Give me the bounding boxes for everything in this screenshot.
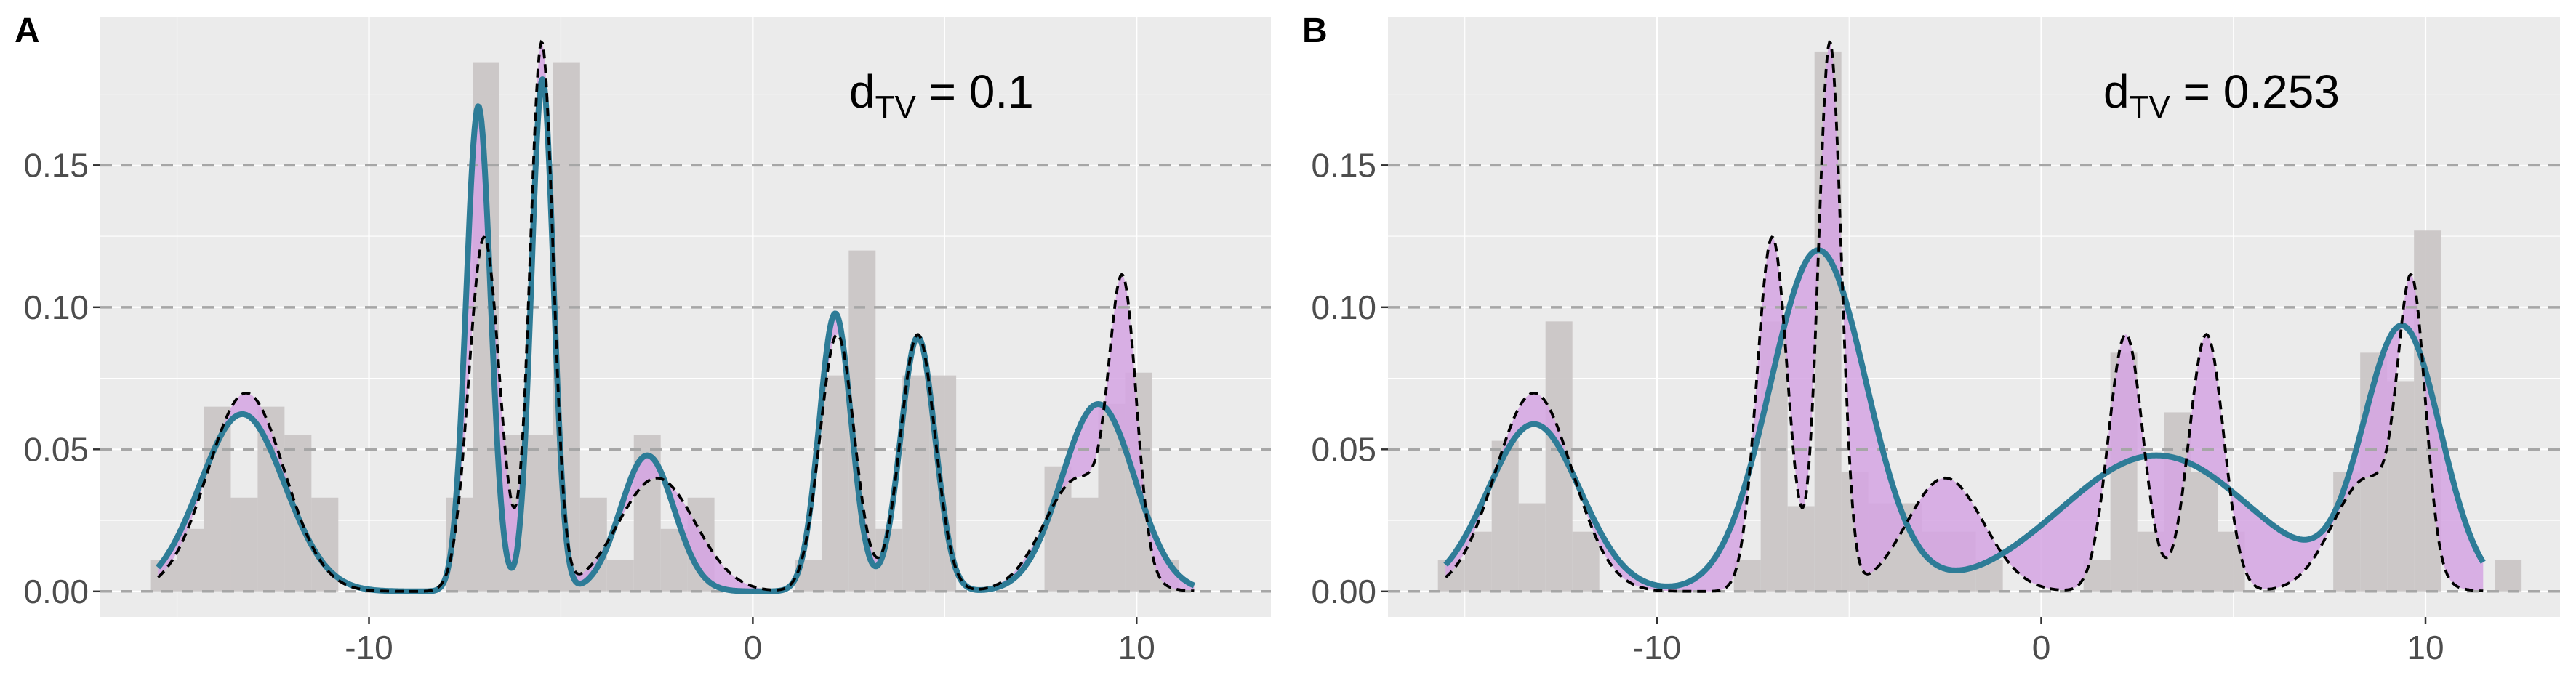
x-tick-label: -10: [1633, 629, 1681, 666]
panel-label: B: [1302, 12, 1328, 50]
histogram-bar: [902, 375, 930, 592]
panel-label: A: [15, 12, 40, 50]
y-tick-label: 0.10: [1311, 288, 1376, 326]
x-tick-label: 10: [1118, 629, 1155, 666]
y-tick-label: 0.15: [1311, 146, 1376, 184]
histogram-bar: [1572, 531, 1600, 592]
x-tick-label: 0: [744, 629, 763, 666]
tv-distance-annotation: dTV = 0.1: [849, 65, 1034, 125]
y-tick-label: 0.15: [23, 146, 89, 184]
y-tick-label: 0.05: [1311, 430, 1376, 468]
y-tick-label: 0.10: [23, 288, 89, 326]
x-tick-label: 10: [2407, 629, 2444, 666]
histogram-bar: [230, 497, 258, 592]
true-density-line: [157, 39, 1195, 593]
histogram-bar: [1491, 440, 1519, 592]
x-tick-label: 0: [2032, 629, 2051, 666]
true-density-line: [1445, 39, 2484, 593]
histogram-bar: [2191, 472, 2218, 592]
histogram-bar: [1518, 503, 1546, 592]
density-difference-area: [1445, 42, 2484, 592]
fitted-density-line: [1443, 247, 2486, 589]
y-tick-label: 0.00: [23, 573, 89, 610]
histogram-bar: [526, 435, 553, 592]
tv-distance-annotation: dTV = 0.253: [2103, 65, 2340, 125]
histogram-bar: [822, 375, 849, 592]
histogram-bar: [2495, 560, 2522, 592]
y-tick-label: 0.00: [1311, 573, 1376, 610]
fitted-density-line: [156, 76, 1196, 594]
x-tick-label: -10: [345, 629, 393, 666]
histogram-bar: [204, 406, 231, 592]
histogram-bar: [606, 560, 634, 592]
y-tick-label: 0.05: [23, 430, 89, 468]
histogram-bar: [1071, 497, 1099, 592]
histogram-bar: [1733, 560, 1761, 592]
histogram-bar: [1787, 506, 1815, 592]
